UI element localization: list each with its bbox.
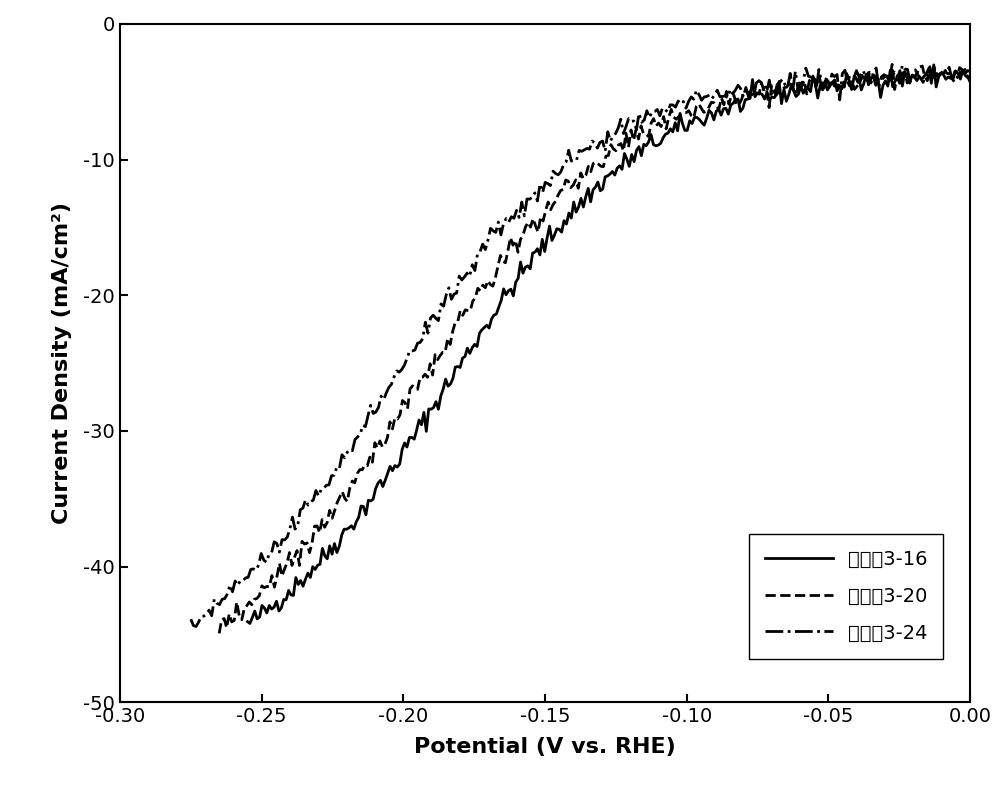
实施例3-24 xyxy=(185,614,197,624)
实施例3-20 xyxy=(658,112,670,121)
实施例3-16 xyxy=(686,119,698,128)
实施例3-16 xyxy=(853,72,865,81)
实施例3-24 xyxy=(651,105,663,114)
实施例3-20 xyxy=(660,124,672,134)
实施例3-24 xyxy=(896,61,908,70)
实施例3-24 xyxy=(964,71,976,81)
实施例3-20 xyxy=(846,76,858,85)
实施例3-20 xyxy=(964,77,976,87)
实施例3-16 xyxy=(899,67,911,77)
实施例3-24 xyxy=(894,78,906,88)
Y-axis label: Current Density (mA/cm²): Current Density (mA/cm²) xyxy=(52,202,72,524)
X-axis label: Potential (V vs. RHE): Potential (V vs. RHE) xyxy=(414,737,676,757)
实施例3-16 xyxy=(246,613,258,622)
Legend: 实施例3-16, 实施例3-20, 实施例3-24: 实施例3-16, 实施例3-20, 实施例3-24 xyxy=(749,535,943,658)
实施例3-16 xyxy=(672,126,684,136)
实施例3-24 xyxy=(664,100,676,109)
Line: 实施例3-20: 实施例3-20 xyxy=(219,65,970,634)
实施例3-24 xyxy=(190,622,202,631)
实施例3-20 xyxy=(886,60,898,69)
Line: 实施例3-24: 实施例3-24 xyxy=(191,65,970,626)
实施例3-24 xyxy=(649,107,661,117)
实施例3-20 xyxy=(673,112,685,121)
实施例3-24 xyxy=(187,621,199,630)
实施例3-24 xyxy=(844,70,856,80)
实施例3-16 xyxy=(674,109,686,118)
实施例3-16 xyxy=(242,617,254,626)
实施例3-20 xyxy=(213,629,225,638)
Line: 实施例3-16: 实施例3-16 xyxy=(248,65,970,623)
实施例3-16 xyxy=(964,67,976,77)
实施例3-16 xyxy=(928,60,940,69)
实施例3-16 xyxy=(244,618,256,628)
实施例3-20 xyxy=(896,69,908,78)
实施例3-20 xyxy=(216,614,228,624)
